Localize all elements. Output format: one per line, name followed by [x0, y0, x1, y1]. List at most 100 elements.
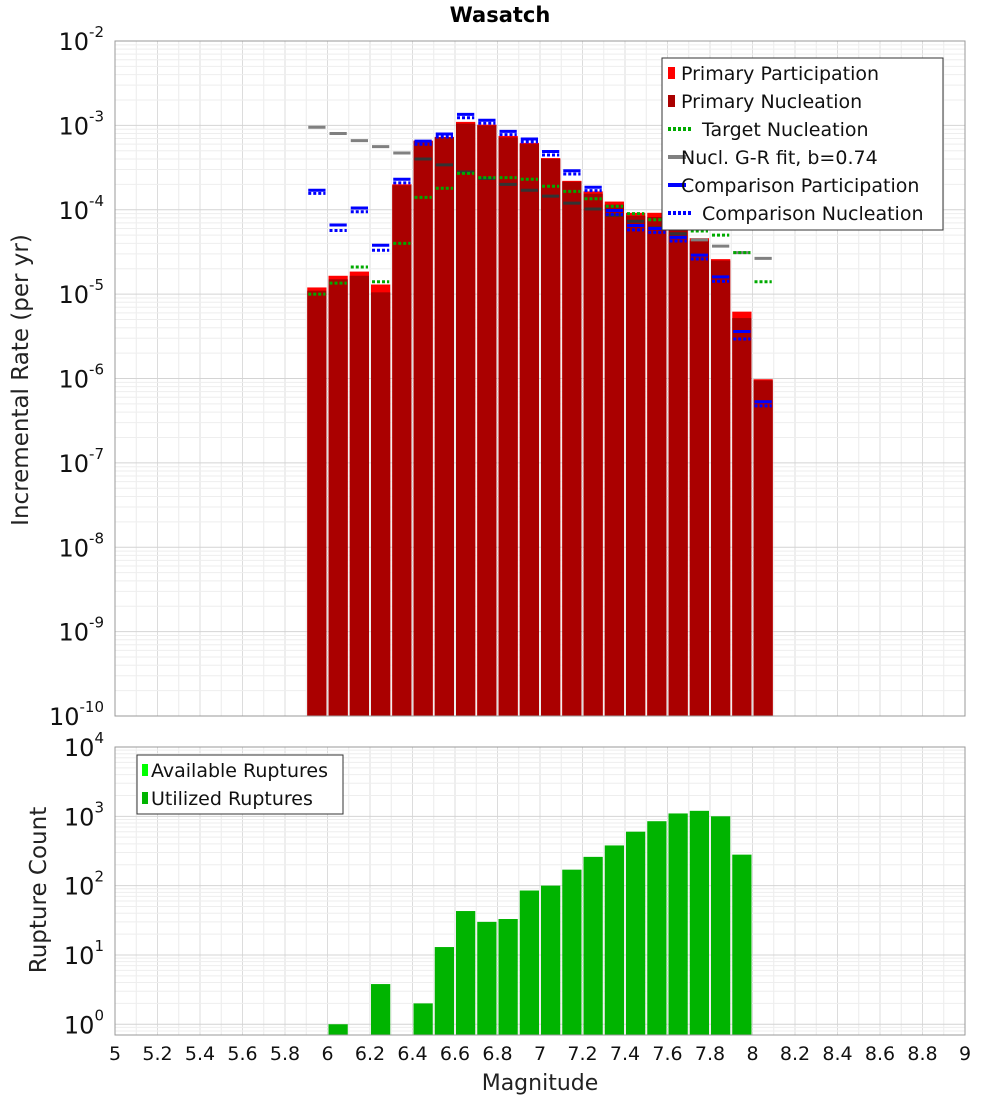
nucleation-bar — [647, 217, 667, 716]
y-tick-exponent: -8 — [89, 529, 104, 547]
legend-label: Primary Nucleation — [681, 91, 862, 113]
x-tick-label: 7.4 — [610, 1043, 640, 1065]
nucleation-bar — [371, 292, 391, 716]
rupture-count-bar — [562, 869, 582, 1035]
x-tick-label: 7.6 — [652, 1043, 682, 1065]
x-tick-label: 6.6 — [440, 1043, 470, 1065]
top-legend-box — [661, 57, 944, 231]
bottom-legend-box — [136, 754, 344, 815]
legend-label: Available Ruptures — [151, 760, 328, 782]
nucleation-bar — [626, 215, 646, 717]
nucleation-bar — [562, 181, 582, 716]
top-step-lines — [308, 112, 772, 408]
x-axis-label: Magnitude — [482, 1071, 599, 1096]
nucleation-bar — [519, 144, 539, 716]
y-tick-exponent: 3 — [94, 798, 104, 816]
x-tick-label: 5.4 — [185, 1043, 215, 1065]
rupture-count-bar — [456, 911, 476, 1035]
rupture-count-bar — [498, 919, 518, 1035]
legend-label: Primary Participation — [681, 63, 879, 85]
rupture-count-bar — [519, 890, 539, 1035]
legend-label: Utilized Ruptures — [151, 788, 313, 810]
nucleation-bar — [583, 193, 603, 716]
legend-label: Target Nucleation — [701, 119, 869, 141]
y-tick-exponent: -7 — [89, 445, 104, 463]
bottom-legend: Available Ruptures Utilized Ruptures — [136, 754, 344, 815]
rupture-count-bar — [668, 813, 688, 1035]
x-tick-label: 8.2 — [780, 1043, 810, 1065]
y-tick-exponent: 2 — [94, 868, 104, 886]
legend-label: Comparison Nucleation — [702, 203, 924, 225]
x-tick-label: 8.6 — [865, 1043, 895, 1065]
y-tick-exponent: -10 — [80, 698, 105, 716]
nucleation-bar — [349, 275, 369, 716]
nucleation-bar — [477, 125, 497, 716]
x-tick-label: 5 — [109, 1043, 121, 1065]
x-tick-label: 5.2 — [142, 1043, 172, 1065]
nucleation-bar — [413, 141, 433, 717]
nucleation-bar — [328, 279, 348, 716]
y-tick-exponent: -3 — [89, 107, 104, 125]
y-tick-exponent: -9 — [89, 614, 104, 632]
rupture-count-bar — [732, 854, 752, 1035]
bottom-y-axis-label: Rupture Count — [26, 807, 52, 973]
rupture-count-bar — [328, 1024, 348, 1035]
top-legend: Primary Participation Primary Nucleation T… — [661, 57, 944, 231]
rupture-count-bar — [583, 856, 603, 1035]
x-tick-labels: 5 5.2 5.4 5.6 5.8 6 6.2 6.4 6.6 6.8 7 7.2 7.4 7.6 7.8 8… — [109, 1043, 971, 1065]
y-tick-exponent: 4 — [94, 729, 104, 747]
nucleation-bar — [307, 290, 327, 716]
bottom-bars — [328, 810, 752, 1035]
nucleation-bar — [434, 137, 454, 716]
y-tick-exponent: -6 — [89, 361, 104, 379]
nucleation-bar — [711, 260, 731, 716]
x-tick-label: 7.8 — [695, 1043, 725, 1065]
nucleation-bar — [541, 158, 561, 717]
y-tick-label: 10-4 — [58, 192, 104, 225]
rupture-count-bar — [689, 810, 709, 1035]
legend-swatch — [668, 67, 675, 79]
rupture-count-bar — [477, 921, 497, 1035]
top-bars — [307, 121, 773, 717]
y-tick-exponent: -5 — [89, 276, 104, 294]
chart-title: Wasatch — [450, 3, 551, 27]
nucleation-bar — [732, 318, 752, 716]
nucleation-bar — [753, 380, 773, 716]
x-tick-label: 8.4 — [822, 1043, 852, 1065]
y-tick-exponent: 0 — [94, 1006, 104, 1024]
x-tick-label: 7.2 — [567, 1043, 597, 1065]
rupture-count-bar — [647, 821, 667, 1035]
legend-swatch — [142, 764, 148, 776]
nucleation-bar — [668, 229, 688, 717]
rupture-count-bar — [604, 845, 624, 1035]
rupture-count-bar — [413, 1003, 433, 1035]
nucleation-bar — [392, 185, 412, 717]
x-tick-label: 6.8 — [482, 1043, 512, 1065]
x-tick-label: 6.4 — [397, 1043, 427, 1065]
y-tick-exponent: -2 — [89, 23, 104, 41]
rupture-count-bar — [626, 831, 646, 1035]
top-grid — [114, 41, 966, 717]
x-tick-label: 5.8 — [270, 1043, 300, 1065]
nucleation-bar — [689, 240, 709, 717]
top-y-axis-label: Incremental Rate (per yr) — [8, 234, 34, 526]
bottom-plot-frame — [114, 746, 966, 1036]
x-tick-label: 6.2 — [355, 1043, 385, 1065]
rupture-count-bar — [371, 984, 391, 1035]
rupture-count-bar — [711, 816, 731, 1035]
x-tick-label: 6 — [321, 1043, 333, 1065]
nucleation-bar — [604, 204, 624, 717]
x-tick-label: 8.8 — [907, 1043, 937, 1065]
rupture-count-bar — [434, 947, 454, 1035]
y-tick-exponent: 1 — [94, 937, 104, 955]
x-tick-label: 7 — [534, 1043, 546, 1065]
rupture-count-bar — [541, 885, 561, 1035]
legend-swatch — [668, 95, 675, 107]
legend-swatch — [142, 792, 148, 804]
y-tick-exponent: -4 — [89, 192, 104, 210]
x-tick-label: 5.6 — [227, 1043, 257, 1065]
